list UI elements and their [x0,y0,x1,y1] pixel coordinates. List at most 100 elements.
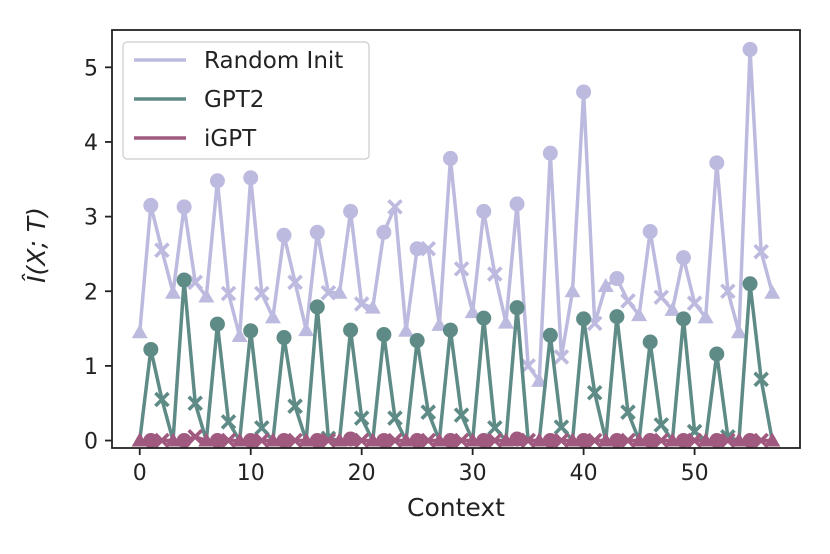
data-point-igpt [131,432,148,447]
data-point-random-init [730,324,747,339]
data-point-gpt2 [143,341,159,357]
series-random-init [131,41,781,387]
legend-label-gpt2: GPT2 [204,87,264,113]
data-point-gpt2 [487,420,503,436]
data-point-igpt [376,433,392,449]
data-point-gpt2 [553,419,570,435]
data-point-random-init [131,324,148,339]
data-point-gpt2 [276,330,292,346]
data-point-random-init [364,299,381,314]
plot-frame [111,29,801,449]
data-point-igpt [497,432,514,447]
data-point-gpt2 [709,346,725,362]
data-point-random-init [753,243,769,260]
data-point-gpt2 [586,384,603,401]
data-point-gpt2 [409,333,425,349]
data-point-random-init [553,349,570,365]
data-point-gpt2 [576,311,592,327]
data-point-random-init [464,304,481,319]
data-point-igpt [476,433,492,449]
data-point-random-init [576,84,592,100]
data-point-random-init [620,293,636,309]
data-point-igpt [597,432,614,447]
data-point-igpt [231,432,248,447]
data-point-igpt [464,432,481,447]
data-point-random-init [143,197,159,213]
data-point-random-init [431,316,448,331]
y-tick-label: 0 [84,430,98,455]
data-point-random-init [497,314,514,329]
data-point-igpt [187,429,203,445]
data-point-random-init [353,296,370,312]
data-point-gpt2 [620,404,636,420]
data-point-random-init [331,284,348,299]
data-point-random-init [476,203,492,219]
data-point-igpt [198,432,215,447]
data-point-gpt2 [343,322,359,338]
data-point-gpt2 [675,311,691,327]
data-point-gpt2 [476,310,492,326]
data-point-random-init [231,328,248,343]
y-tick-label: 5 [84,56,98,81]
data-point-igpt [631,432,648,447]
data-point-random-init [398,322,415,337]
y-axis-label: Î(X; T) [22,207,51,283]
data-point-random-init [609,271,625,287]
data-point-random-init [720,283,736,300]
data-point-gpt2 [442,322,458,338]
data-point-random-init [597,278,614,293]
series-igpt [131,429,781,449]
data-point-random-init [376,224,392,240]
data-point-gpt2 [209,316,225,332]
data-point-gpt2 [542,327,558,343]
data-point-random-init [198,288,215,303]
data-point-random-init [165,284,182,299]
data-point-igpt [331,432,348,447]
legend: Random Init GPT2 iGPT [122,41,370,160]
series-line-gpt2 [138,278,774,443]
data-point-gpt2 [653,417,670,433]
data-point-igpt [576,433,592,449]
data-point-igpt [409,433,425,449]
data-point-gpt2 [742,276,758,292]
data-point-igpt [143,433,159,449]
data-point-igpt [442,433,458,449]
data-point-igpt [431,432,448,447]
data-point-igpt [243,433,259,449]
data-point-random-init [254,285,270,302]
data-point-igpt [675,433,691,449]
x-tick-label: 0 [133,461,147,486]
x-tick-label: 10 [237,461,265,486]
data-point-random-init [686,295,703,311]
data-point-igpt [709,433,725,449]
y-tick-label: 4 [84,131,98,156]
data-point-igpt [697,432,714,447]
data-point-gpt2 [387,410,403,426]
data-point-igpt [742,433,758,449]
data-point-gpt2 [243,323,259,339]
data-point-random-init [653,289,670,305]
legend-label-random-init: Random Init [204,48,343,74]
data-point-igpt [664,432,681,447]
series-layer [131,41,781,449]
data-point-igpt [264,432,281,447]
data-point-random-init [298,322,315,337]
data-point-random-init [697,309,714,324]
data-point-gpt2 [287,398,303,414]
data-point-random-init [442,150,458,166]
data-point-gpt2 [154,391,170,408]
data-point-gpt2 [254,420,270,436]
x-tick-label: 20 [348,461,376,486]
data-point-random-init [176,199,192,215]
data-point-random-init [642,224,658,240]
data-point-random-init [675,250,691,266]
x-axis-label: Context [407,493,505,522]
data-point-random-init [276,227,292,243]
data-point-random-init [154,242,170,258]
data-point-random-init [509,196,525,212]
data-point-igpt [542,433,558,449]
data-point-igpt [730,432,747,447]
x-tick-label: 40 [570,461,598,486]
data-point-igpt [564,432,581,447]
